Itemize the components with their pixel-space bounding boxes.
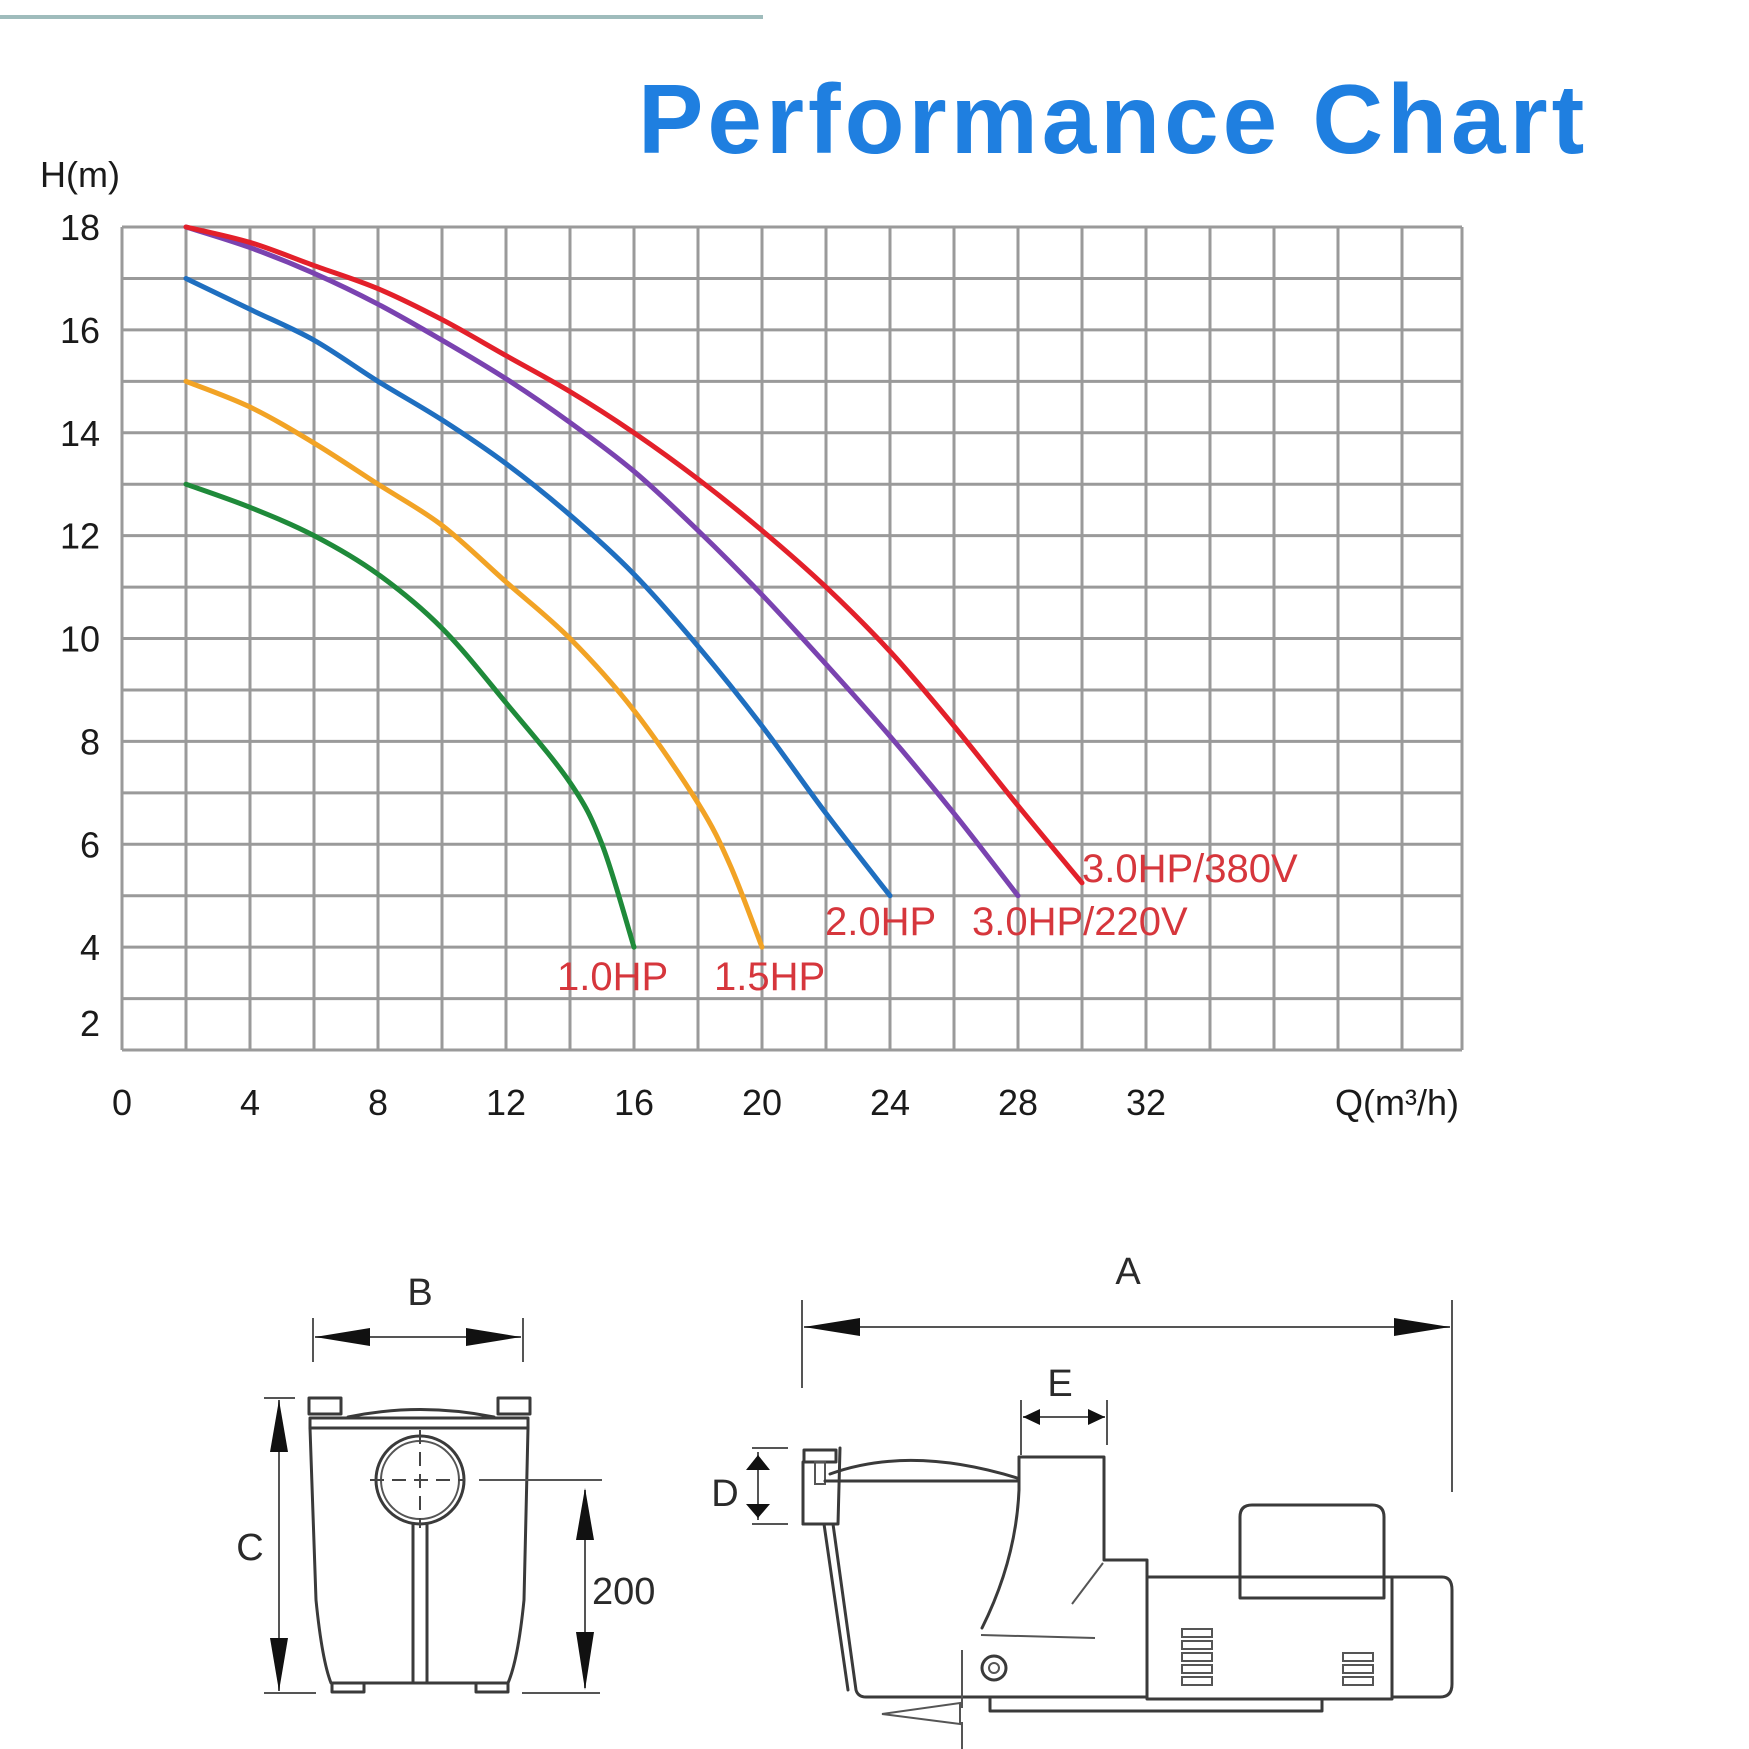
x-tick-label: 16 — [614, 1082, 654, 1123]
arrow-right-icon — [466, 1328, 521, 1346]
y-tick-label: 16 — [60, 310, 100, 351]
y-tick-label: 14 — [60, 413, 100, 454]
motor-end-cap — [1390, 1575, 1454, 1699]
curve-label: 2.0HP — [825, 900, 936, 944]
outlet-port — [1017, 1455, 1149, 1699]
dimension-label-c: C — [236, 1527, 263, 1569]
strainer-lid-dome — [828, 1459, 1019, 1480]
y-axis-label: H(m) — [40, 154, 120, 195]
motor-junction-box — [1238, 1503, 1386, 1600]
drain-plug-inner — [988, 1662, 1000, 1674]
dimension-label-a: A — [1115, 1251, 1141, 1293]
inlet-port-side — [801, 1446, 842, 1526]
x-tick-label: 20 — [742, 1082, 782, 1123]
housing-line — [980, 1634, 1096, 1639]
lid-rim — [308, 1416, 530, 1430]
arrow-down-icon — [746, 1504, 770, 1518]
x-tick-label: 32 — [1126, 1082, 1166, 1123]
lid-knob — [802, 1448, 838, 1464]
x-tick-label: 0 — [112, 1082, 132, 1123]
curve-label: 1.0HP — [557, 955, 668, 999]
dimension-label-d: D — [711, 1473, 738, 1515]
housing-tick — [1071, 1562, 1104, 1605]
curve-3-0hp-220v — [183, 224, 1021, 899]
x-tick-label: 8 — [368, 1082, 388, 1123]
dimension-label-e: E — [1047, 1363, 1072, 1405]
y-tick-label: 18 — [60, 207, 100, 248]
strainer-body-edge — [822, 1522, 850, 1692]
housing-notch — [881, 1701, 961, 1726]
arrow-right-icon — [1088, 1409, 1105, 1425]
drain-plug — [980, 1654, 1008, 1682]
pump-front-view-drawing: B C 200 — [236, 1272, 655, 1694]
curve-2-0hp — [183, 275, 893, 899]
pump-body-front — [308, 1426, 530, 1685]
arrow-down-icon — [576, 1632, 594, 1690]
y-tick-label: 4 — [80, 927, 100, 968]
arrow-right-icon — [1394, 1318, 1450, 1336]
arrow-down-icon — [270, 1638, 288, 1691]
motor-vent-left — [1181, 1628, 1213, 1686]
arrow-up-icon — [576, 1488, 594, 1540]
motor-vent-right — [1342, 1652, 1374, 1686]
lid-clamp-left — [307, 1396, 343, 1416]
pump-curves — [183, 224, 1085, 950]
y-tick-label: 10 — [60, 619, 100, 660]
arrow-left-icon — [315, 1328, 370, 1346]
x-axis-ticks: 0 4 8 12 16 20 24 28 32 — [112, 1082, 1166, 1123]
y-tick-label: 8 — [80, 721, 100, 762]
lid-knob-stem — [814, 1461, 826, 1485]
curve-1-5hp — [183, 378, 765, 950]
curve-label: 3.0HP/380V — [1082, 847, 1298, 891]
y-tick-label: 12 — [60, 516, 100, 557]
strainer-body-front — [831, 1522, 1149, 1699]
pump-side-view-drawing: A E D — [711, 1251, 1454, 1749]
arrow-left-icon — [804, 1318, 860, 1336]
arrow-left-icon — [1023, 1409, 1040, 1425]
y-tick-label: 2 — [80, 1003, 100, 1044]
curve-label: 1.5HP — [714, 955, 825, 999]
x-tick-label: 28 — [998, 1082, 1038, 1123]
dimension-label-b: B — [407, 1272, 432, 1314]
curve-3-0hp-380v — [183, 224, 1085, 886]
y-axis-ticks: 2 4 6 8 10 12 14 16 18 — [60, 207, 100, 1044]
arrow-up-icon — [270, 1400, 288, 1452]
y-tick-label: 6 — [80, 824, 100, 865]
chart-grid — [120, 225, 1464, 1052]
page-title: Performance Chart — [638, 64, 1588, 174]
x-tick-label: 24 — [870, 1082, 910, 1123]
arrow-up-icon — [746, 1455, 770, 1470]
curve-1-0hp — [183, 481, 637, 950]
foot-left — [330, 1681, 366, 1694]
dimension-label-200: 200 — [592, 1571, 655, 1613]
x-axis-label: Q(m³/h) — [1335, 1082, 1459, 1123]
lid-dome — [346, 1408, 496, 1419]
pump-base — [988, 1695, 1324, 1713]
lid-clamp-right — [496, 1396, 532, 1416]
foot-right — [474, 1681, 510, 1694]
curve-label: 3.0HP/220V — [972, 900, 1188, 944]
housing-curve — [980, 1455, 1021, 1630]
x-tick-label: 4 — [240, 1082, 260, 1123]
x-tick-label: 12 — [486, 1082, 526, 1123]
